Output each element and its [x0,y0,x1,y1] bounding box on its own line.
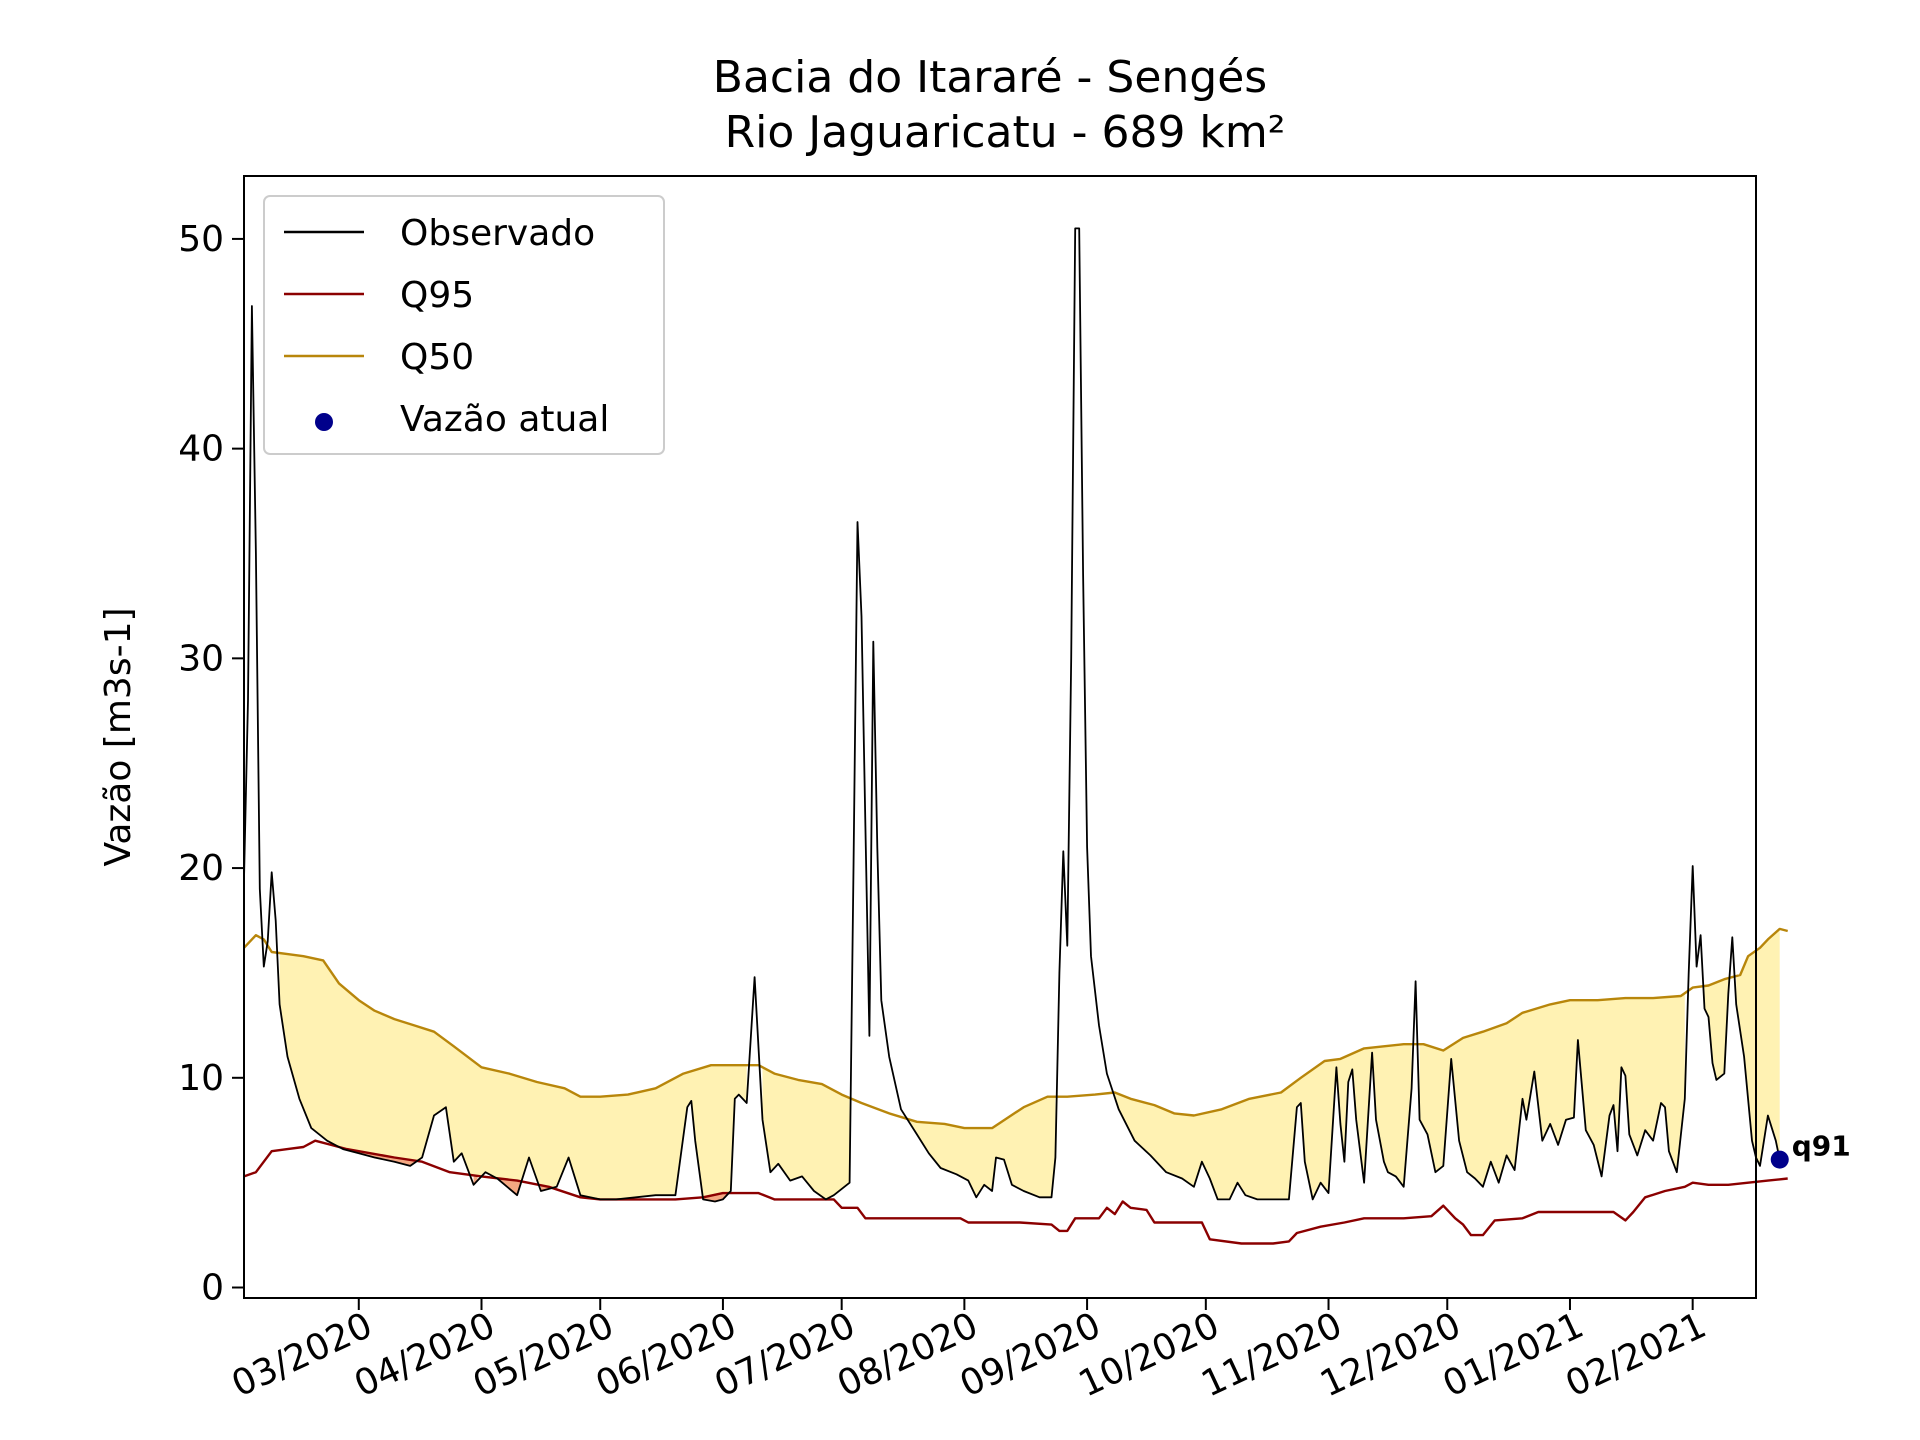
observado-line [243,227,1781,1203]
chart-title: Bacia do Itararé - Sengés [713,52,1267,103]
chart-subtitle: Rio Jaguaricatu - 689 km² [725,107,1286,158]
x-tick-label: 03/2020 [226,1305,379,1405]
y-axis-label: Vazão [m3s-1] [98,607,139,866]
legend-label: Observado [400,213,595,254]
legend-label: Q95 [400,275,474,316]
x-tick-label: 01/2021 [1437,1305,1590,1405]
legend-swatch [315,413,333,431]
y-tick-label: 30 [178,638,224,679]
legend: Observado Q95 Q50 Vazão atual [263,195,665,455]
y-tick-label: 40 [178,429,224,470]
legend-box [263,195,665,455]
vazao-atual-marker [1770,1150,1789,1169]
y-tick-label: 0 [201,1268,224,1309]
vazao-atual-label: q91 [1792,1130,1851,1163]
plot-frame [243,175,1757,1299]
x-tick-label: 08/2020 [831,1305,984,1405]
x-tick-label: 02/2021 [1560,1305,1713,1405]
y-tick-label: 20 [178,848,224,889]
legend-label: Q50 [400,337,474,378]
y-tick-label: 50 [178,219,224,260]
plot-area: q91 [243,227,1851,1245]
y-tick-label: 10 [178,1058,224,1099]
legend-label: Vazão atual [400,399,609,440]
fill-below-q50 [279,928,1780,1200]
q50-line [243,927,1789,1130]
q95-line [243,1139,1788,1245]
